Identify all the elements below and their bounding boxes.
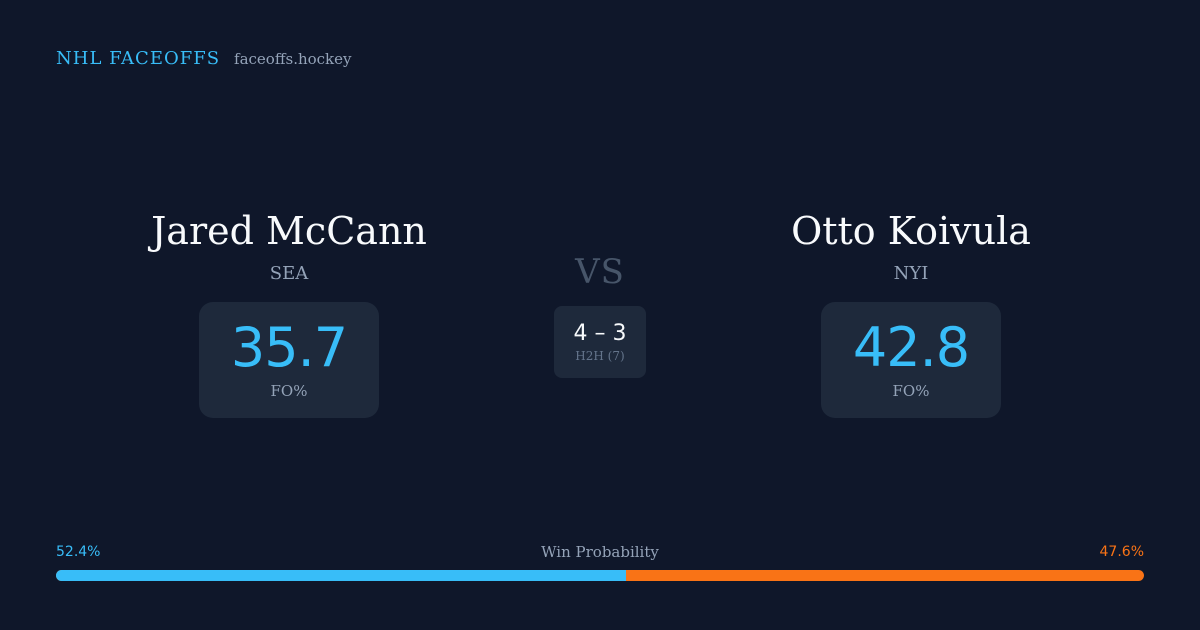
win-probability-bar — [56, 570, 1144, 581]
win-probability: 52.4% Win Probability 47.6% — [56, 542, 1144, 581]
head-to-head-card: 4 – 3 H2H (7) — [554, 306, 646, 378]
player-left-panel: Jared McCann SEA 35.7 FO% — [59, 206, 519, 418]
brand-url: faceoffs.hockey — [234, 50, 352, 68]
head-to-head-label: H2H (7) — [575, 349, 625, 363]
player-right-team: NYI — [893, 263, 929, 284]
player-right-stat-card: 42.8 FO% — [820, 302, 1002, 418]
win-probability-labels: 52.4% Win Probability 47.6% — [56, 542, 1144, 562]
player-right-stat-label: FO% — [892, 382, 930, 400]
player-left-name: Jared McCann — [151, 209, 427, 253]
player-right-name: Otto Koivula — [791, 209, 1031, 253]
brand-name: NHL FACEOFFS — [56, 48, 221, 69]
win-probability-bar-left-fill — [56, 570, 627, 581]
versus-block: VS 4 – 3 H2H (7) — [540, 252, 660, 378]
player-left-faceoff-pct: 35.7 — [230, 316, 348, 379]
win-probability-left-value: 52.4% — [56, 544, 101, 560]
player-left-stat-label: FO% — [270, 382, 308, 400]
brand-header: NHL FACEOFFS faceoffs.hockey — [56, 48, 352, 69]
player-left-team: SEA — [269, 263, 309, 284]
player-right-faceoff-pct: 42.8 — [852, 316, 970, 379]
player-left-stat-card: 35.7 FO% — [198, 302, 380, 418]
player-right-panel: Otto Koivula NYI 42.8 FO% — [681, 206, 1141, 418]
win-probability-title: Win Probability — [541, 543, 659, 561]
versus-label: VS — [575, 252, 625, 292]
win-probability-right-value: 47.6% — [1099, 544, 1144, 560]
head-to-head-score: 4 – 3 — [573, 321, 627, 346]
